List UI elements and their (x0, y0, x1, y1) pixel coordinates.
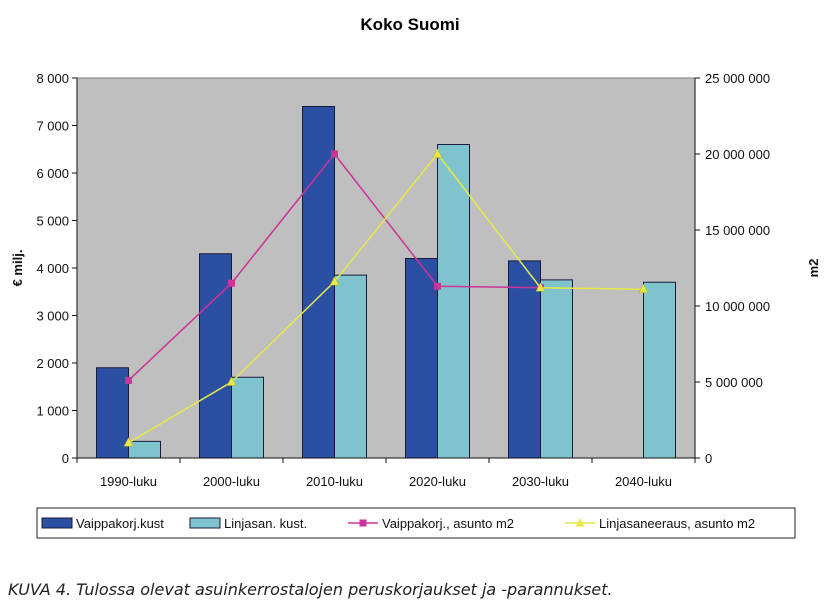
y2-tick-label-1: 5 000 000 (705, 375, 763, 390)
marker-linjasaneeraus-m2-0 (123, 437, 134, 447)
legend-label-2: Vaippakorj., asunto m2 (382, 516, 514, 531)
marker-linjasaneeraus-m2-4 (535, 282, 546, 292)
bar-vaippakorj-4 (508, 260, 541, 459)
bar-linjasan-0 (128, 440, 161, 459)
y-tick-label-6: 6 000 (36, 166, 69, 181)
y2-axis-label: m2 (806, 259, 821, 278)
y2-tick-label-2: 10 000 000 (705, 299, 770, 314)
bar-vaippakorj-3 (405, 258, 438, 459)
y-tick-label-1: 1 000 (36, 404, 69, 419)
legend-label-1: Linjasan. kust. (224, 516, 307, 531)
marker-linjasaneeraus-m2-1 (226, 376, 237, 386)
y-tick-label-3: 3 000 (36, 309, 69, 324)
bar-linjasan-4 (540, 279, 573, 459)
marker-vaippakorj-m2-3 (434, 282, 441, 290)
plot-area (76, 77, 696, 459)
y2-tick-label-5: 25 000 000 (705, 71, 770, 86)
y-axis-label: € milj. (10, 250, 25, 287)
legend-label-3: Linjasaneeraus, asunto m2 (599, 516, 755, 531)
y2-tick-label-3: 15 000 000 (705, 223, 770, 238)
bar-linjasan-5 (643, 281, 676, 459)
marker-vaippakorj-m2-0 (125, 376, 132, 384)
y2-tick-label-4: 20 000 000 (705, 147, 770, 162)
legend-swatch-marker-3 (575, 518, 585, 527)
legend-swatch-0 (41, 517, 73, 529)
bar-vaippakorj-2 (302, 106, 335, 459)
bar-vaippakorj-1 (199, 253, 232, 459)
legend-swatch-1 (189, 517, 221, 529)
line-series-linjasaneeraus-m2 (128, 152, 644, 444)
marker-vaippakorj-m2-2 (331, 150, 338, 158)
marker-vaippakorj-m2-1 (228, 279, 235, 287)
x-tick-label-0: 1990-luku (100, 474, 157, 489)
y-tick-label-0: 0 (62, 451, 69, 466)
y-tick-label-7: 7 000 (36, 119, 69, 134)
x-tick-label-2: 2010-luku (306, 474, 363, 489)
legend-label-0: Vaippakorj.kust (76, 516, 164, 531)
marker-linjasaneeraus-m2-2 (329, 276, 340, 286)
y2-tick-label-0: 0 (705, 451, 712, 466)
bar-linjasan-2 (334, 274, 367, 459)
bar-linjasan-3 (437, 144, 470, 459)
chart-title: Koko Suomi (360, 15, 459, 34)
y-tick-label-2: 2 000 (36, 356, 69, 371)
y-tick-label-4: 4 000 (36, 261, 69, 276)
x-tick-label-4: 2030-luku (512, 474, 569, 489)
figure-caption: KUVA 4. Tulossa olevat asuinkerrostaloje… (8, 580, 613, 599)
x-tick-label-5: 2040-luku (615, 474, 672, 489)
x-tick-label-3: 2020-luku (409, 474, 466, 489)
bar-linjasan-1 (231, 376, 264, 459)
legend-box (36, 507, 796, 539)
x-tick-label-1: 2000-luku (203, 474, 260, 489)
bar-vaippakorj-0 (96, 367, 129, 459)
legend-swatch-marker-2 (359, 519, 367, 527)
marker-linjasaneeraus-m2-3 (432, 148, 443, 158)
marker-linjasaneeraus-m2-5 (638, 283, 649, 294)
y-tick-label-5: 5 000 (36, 214, 69, 229)
y-tick-label-8: 8 000 (36, 71, 69, 86)
